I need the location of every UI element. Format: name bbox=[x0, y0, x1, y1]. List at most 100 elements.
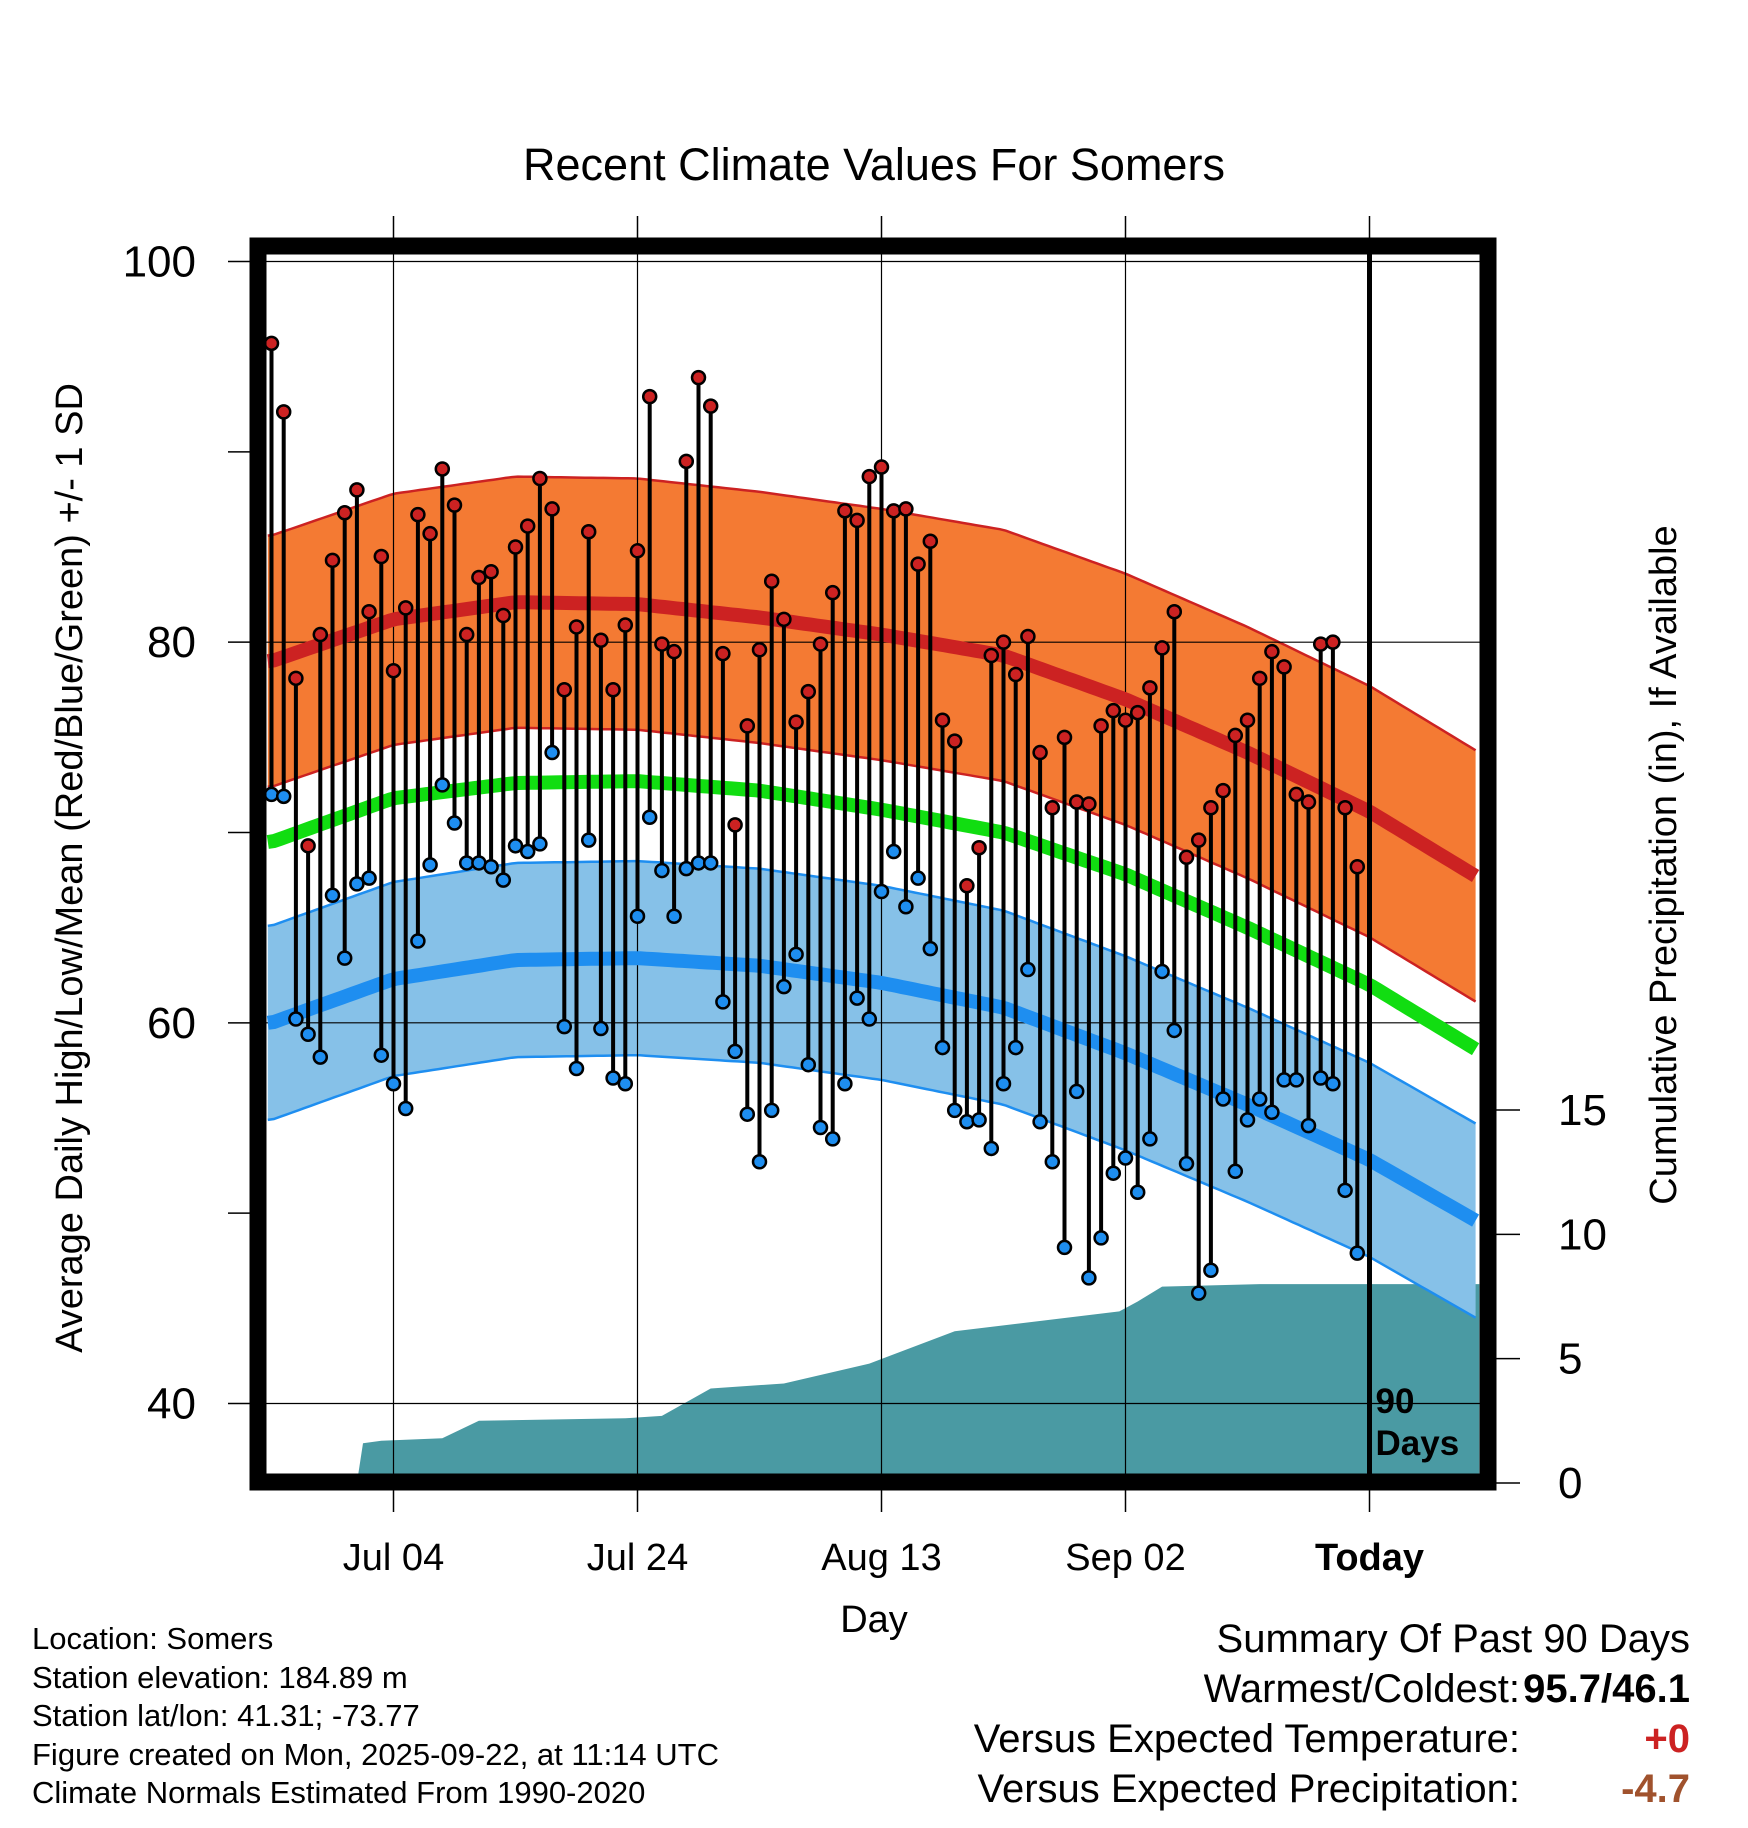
daily-high-point bbox=[922, 533, 939, 550]
daily-low-point bbox=[349, 876, 365, 892]
daily-low-point bbox=[898, 898, 914, 915]
daily-high-point bbox=[556, 682, 573, 698]
daily-low-point bbox=[605, 1070, 621, 1086]
y-tick-label: 80 bbox=[147, 618, 196, 667]
daily-high-point bbox=[593, 632, 609, 649]
daily-low-point bbox=[1178, 1155, 1195, 1172]
x-tick-label: Jul 04 bbox=[343, 1537, 444, 1579]
daily-high-point bbox=[1264, 643, 1280, 660]
daily-low-point bbox=[641, 809, 658, 826]
daily-high-point bbox=[788, 714, 804, 730]
chart-title: Recent Climate Values For Somers bbox=[523, 139, 1225, 190]
y2-tick-label: 0 bbox=[1558, 1459, 1582, 1508]
daily-high-point bbox=[532, 470, 548, 487]
daily-low-point bbox=[1325, 1075, 1341, 1092]
daily-low-point bbox=[373, 1047, 390, 1063]
daily-low-point bbox=[666, 908, 682, 924]
daily-low-point bbox=[1264, 1104, 1280, 1121]
daily-low-point bbox=[1056, 1239, 1073, 1256]
y2-tick-label: 10 bbox=[1558, 1210, 1607, 1259]
daily-high-point bbox=[1142, 680, 1158, 696]
daily-low-point bbox=[934, 1039, 951, 1056]
daily-high-point bbox=[1251, 670, 1268, 687]
daily-high-point bbox=[1288, 786, 1305, 803]
daily-low-point bbox=[763, 1102, 780, 1119]
daily-low-point bbox=[812, 1119, 829, 1136]
daily-high-point bbox=[568, 619, 585, 635]
daily-low-point bbox=[1007, 1039, 1024, 1056]
summary-heading: Summary Of Past 90 Days bbox=[1216, 1617, 1690, 1661]
daily-high-point bbox=[300, 838, 316, 854]
daily-low-point bbox=[1251, 1091, 1268, 1107]
daily-low-point bbox=[410, 933, 426, 949]
warm-cold-value: 95.7/46.1 bbox=[1523, 1667, 1690, 1711]
daily-high-point bbox=[1203, 800, 1219, 816]
daily-high-point bbox=[580, 524, 597, 540]
x-tick-label: Jul 24 bbox=[587, 1537, 688, 1579]
daily-low-point bbox=[1337, 1182, 1353, 1199]
precip-label: Versus Expected Precipitation: bbox=[977, 1767, 1520, 1811]
daily-high-point bbox=[666, 643, 682, 660]
daily-low-point bbox=[800, 1056, 817, 1073]
elevation-text: Station elevation: 184.89 m bbox=[32, 1659, 408, 1695]
daily-low-point bbox=[1166, 1022, 1183, 1039]
daily-high-point bbox=[946, 733, 963, 749]
daily-high-point bbox=[971, 839, 987, 856]
daily-high-point bbox=[446, 497, 463, 513]
daily-high-point bbox=[1325, 634, 1341, 650]
daily-low-point bbox=[751, 1154, 768, 1170]
low-sd-band bbox=[267, 861, 1476, 1318]
daily-high-point bbox=[507, 539, 524, 555]
daily-high-point bbox=[873, 459, 890, 475]
normal-mean-line bbox=[266, 774, 1480, 1056]
daily-low-point bbox=[1227, 1163, 1244, 1180]
daily-high-point bbox=[324, 552, 341, 569]
daily-high-point bbox=[1215, 782, 1231, 799]
daily-high-point bbox=[1178, 849, 1195, 865]
daily-high-point bbox=[458, 626, 475, 643]
summary-panel: Summary Of Past 90 Days Warmest/Coldest:… bbox=[974, 1614, 1690, 1814]
daily-high-point bbox=[519, 518, 536, 534]
daily-high-point bbox=[715, 645, 731, 662]
daily-low-point bbox=[788, 946, 804, 963]
daily-low-point bbox=[300, 1026, 316, 1043]
x-tick-label: Aug 13 bbox=[821, 1537, 941, 1579]
latlon-text: Station lat/lon: 41.31; -73.77 bbox=[32, 1698, 420, 1733]
y-axis-label: Average Daily High/Low/Mean (Red/Blue/Gr… bbox=[49, 383, 91, 1353]
daily-low-point bbox=[910, 870, 926, 886]
daily-high-point bbox=[763, 573, 780, 590]
daily-high-point bbox=[1227, 727, 1244, 744]
y2-tick-label: 5 bbox=[1558, 1335, 1582, 1384]
daily-high-point bbox=[751, 642, 768, 658]
daily-low-point bbox=[1105, 1165, 1122, 1181]
daily-low-point bbox=[715, 994, 731, 1010]
daily-low-point bbox=[263, 786, 280, 803]
y-tick-label: 60 bbox=[147, 999, 196, 1048]
daily-low-point bbox=[922, 940, 939, 957]
daily-high-point bbox=[629, 543, 646, 559]
daily-high-point bbox=[739, 718, 756, 734]
daily-high-point bbox=[1044, 800, 1061, 816]
daily-high-point bbox=[361, 603, 377, 620]
daily-low-point bbox=[434, 777, 451, 793]
daily-low-point bbox=[593, 1020, 609, 1037]
daily-high-point bbox=[483, 563, 499, 580]
daily-low-point bbox=[1239, 1112, 1256, 1128]
daily-low-point bbox=[495, 872, 512, 888]
precip-value: -4.7 bbox=[1621, 1767, 1690, 1811]
daily-low-point bbox=[654, 862, 670, 879]
daily-high-point bbox=[1081, 796, 1097, 812]
precip-row: Versus Expected Precipitation: -4.7 bbox=[974, 1764, 1690, 1814]
daily-low-point bbox=[678, 860, 695, 877]
warm-cold-row: Warmest/Coldest:95.7/46.1 bbox=[974, 1664, 1690, 1714]
daily-high-point bbox=[776, 611, 792, 628]
daily-low-point bbox=[556, 1018, 573, 1035]
daily-low-point bbox=[971, 1112, 987, 1128]
low-band-lower-edge bbox=[267, 1053, 1477, 1319]
daily-high-point bbox=[690, 369, 707, 386]
daily-low-point bbox=[946, 1102, 963, 1119]
daily-low-point bbox=[1093, 1230, 1109, 1246]
daily-low-point bbox=[995, 1075, 1012, 1092]
high-band-lower-edge bbox=[267, 726, 1477, 1003]
